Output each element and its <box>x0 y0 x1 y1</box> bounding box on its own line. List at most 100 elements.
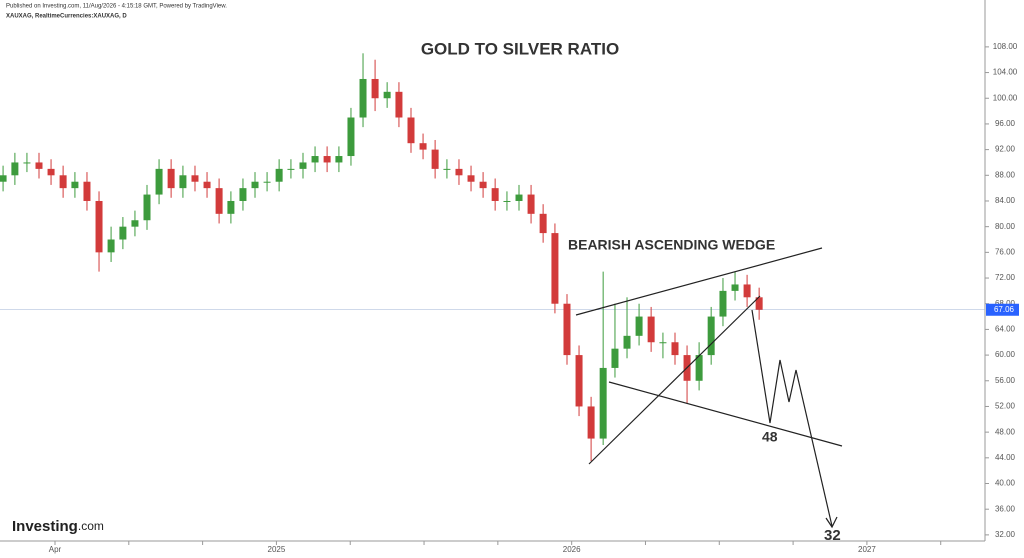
candle-body <box>515 194 523 201</box>
candle-body <box>323 156 331 163</box>
y-tick-label: 56.00 <box>995 376 1016 385</box>
candle-body <box>755 297 763 310</box>
candle-body <box>335 156 343 163</box>
y-tick-label: 108.00 <box>993 42 1018 51</box>
candle-body <box>695 355 703 381</box>
y-tick-label: 32.00 <box>995 530 1016 539</box>
candle-body <box>0 175 7 182</box>
y-tick-label: 40.00 <box>995 479 1016 488</box>
candle-body <box>575 355 583 407</box>
candle-body <box>311 156 319 163</box>
candle-body <box>659 342 667 344</box>
x-tick-label: 2026 <box>563 545 581 554</box>
logo-main: Investing <box>12 518 78 535</box>
candle-body <box>407 117 415 144</box>
candle-body <box>599 367 607 439</box>
candle-body <box>563 303 571 356</box>
candle-body <box>35 162 43 169</box>
candle-body <box>443 168 451 170</box>
candle-body <box>647 316 655 343</box>
y-tick-label: 44.00 <box>995 453 1016 462</box>
trend-lines <box>575 247 843 529</box>
candle-body <box>623 335 631 349</box>
y-tick-label: 36.00 <box>995 504 1016 513</box>
candle-body <box>47 168 55 176</box>
candle-body <box>143 194 151 221</box>
candle-body <box>395 91 403 118</box>
y-tick-label: 92.00 <box>995 145 1016 154</box>
x-tick-label: 2025 <box>268 545 286 554</box>
candle-body <box>371 78 379 99</box>
candle-body <box>743 284 751 298</box>
candle-body <box>71 181 79 189</box>
candle-body <box>587 406 595 439</box>
y-tick-label: 88.00 <box>995 170 1016 179</box>
candle-body <box>299 162 307 169</box>
candle-body <box>539 213 547 234</box>
y-tick-label: 64.00 <box>995 325 1016 334</box>
y-tick-label: 48.00 <box>995 427 1016 436</box>
last-price-tag <box>986 303 1019 316</box>
candle-body <box>155 168 163 195</box>
y-tick-label: 104.00 <box>993 68 1018 77</box>
y-tick-label: 60.00 <box>995 350 1016 359</box>
projection-path <box>751 309 833 527</box>
candle-body <box>347 117 355 157</box>
y-tick-label: 80.00 <box>995 222 1016 231</box>
candle-body <box>491 188 499 201</box>
y-tick-label: 96.00 <box>995 119 1016 128</box>
candle-body <box>215 188 223 214</box>
wedge-label: BEARISH ASCENDING WEDGE <box>568 237 775 253</box>
candle-body <box>671 342 679 356</box>
candle-body <box>11 162 19 176</box>
candle-body <box>107 239 115 253</box>
logo-suffix: .com <box>78 519 104 533</box>
candle-body <box>419 143 427 150</box>
arrow-head <box>825 516 838 529</box>
y-tick-label: 76.00 <box>995 247 1016 256</box>
candle-body <box>239 188 247 201</box>
y-tick-label: 52.00 <box>995 402 1016 411</box>
candle-body <box>287 168 295 170</box>
candle-body <box>383 91 391 99</box>
y-tick-label: 72.00 <box>995 273 1016 282</box>
y-tick-label: 68.00 <box>995 299 1016 308</box>
candle-body <box>503 200 511 202</box>
candle-body <box>203 181 211 189</box>
candle-body <box>431 149 439 169</box>
candle-body <box>719 290 727 317</box>
candle-body <box>551 233 559 304</box>
candle-body <box>467 175 475 182</box>
candle-body <box>179 175 187 189</box>
plot <box>0 53 985 462</box>
x-tick-label: Apr <box>49 545 62 554</box>
candle-body <box>731 284 739 291</box>
last-price-label: 67.06 <box>994 305 1015 314</box>
candle-body <box>95 200 103 253</box>
candle-body <box>83 181 91 201</box>
candle-body <box>131 220 139 227</box>
candle-body <box>275 168 283 182</box>
candle-body <box>191 175 199 182</box>
chart-title: GOLD TO SILVER RATIO <box>421 39 619 58</box>
candle-body <box>167 168 175 189</box>
y-tick-label: 100.00 <box>993 93 1018 102</box>
candle-body <box>455 168 463 176</box>
wedge-upper <box>575 247 823 316</box>
target-48: 48 <box>762 429 778 445</box>
candle-body <box>635 316 643 336</box>
target-32: 32 <box>824 527 841 544</box>
candle-body <box>59 175 67 189</box>
published-note: Published on Investing.com, 11/Aug/2026 … <box>6 4 227 10</box>
candle-body <box>527 194 535 214</box>
candle-body <box>479 181 487 189</box>
candle-body <box>263 181 271 183</box>
candle-body <box>227 200 235 214</box>
candle-body <box>251 181 259 189</box>
symbol-label: XAUXAG, RealtimeCurrencies:XAUXAG, D <box>6 14 127 20</box>
logo: Investing.com <box>12 518 104 535</box>
candle-body <box>119 226 127 240</box>
candle-body <box>23 162 31 164</box>
support-line <box>608 381 843 447</box>
